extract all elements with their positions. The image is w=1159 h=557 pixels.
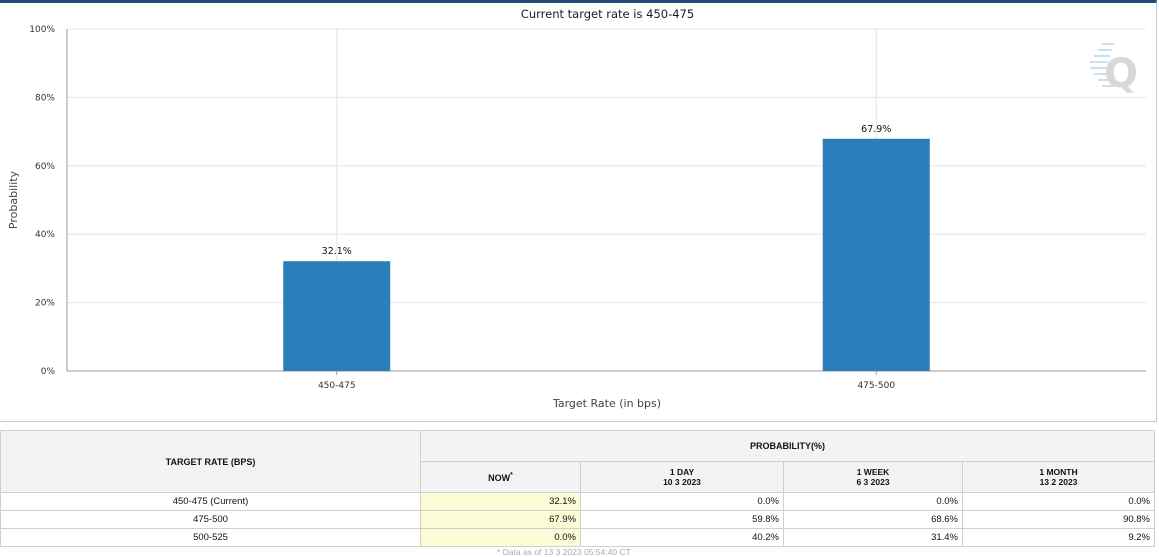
chart-title: Current target rate is 450-475 xyxy=(521,7,694,21)
y-tick-label: 20% xyxy=(35,299,55,309)
table-row: 500-525 0.0% 40.2% 31.4% 9.2% xyxy=(0,528,1155,547)
bar xyxy=(283,261,391,371)
x-axis-title: Target Rate (in bps) xyxy=(552,397,661,410)
now-footnote-marker: * xyxy=(510,472,513,479)
probability-header: PROBABILITY(%) xyxy=(420,430,1155,462)
one-week-cell: 31.4% xyxy=(783,528,963,547)
one-day-label: 1 DAY xyxy=(669,467,695,477)
now-cell: 0.0% xyxy=(420,528,581,547)
now-cell: 67.9% xyxy=(420,510,581,529)
one-month-cell: 90.8% xyxy=(962,510,1155,529)
one-day-column-header: 1 DAY 10 3 2023 xyxy=(580,461,784,493)
chart-panel: Current target rate is 450-475 0% 20% 40% 60… xyxy=(0,0,1157,422)
logo-watermark-icon: Q xyxy=(1090,43,1138,97)
one-month-date: 13 2 2023 xyxy=(1039,477,1078,487)
one-day-date: 10 3 2023 xyxy=(663,477,701,487)
logo-stripe xyxy=(1102,85,1114,87)
table-row: 475-500 67.9% 59.8% 68.6% 90.8% xyxy=(0,510,1155,529)
y-axis-title: Probability xyxy=(7,170,20,229)
x-tick-label: 450-475 xyxy=(318,381,356,391)
y-tick-label: 60% xyxy=(35,162,55,172)
logo-stripe xyxy=(1098,79,1112,81)
logo-stripe xyxy=(1094,73,1110,75)
bar-data-label: 32.1% xyxy=(322,246,352,257)
bar-chart: Current target rate is 450-475 0% 20% 40% 60… xyxy=(7,7,1146,410)
now-column-header: NOW* xyxy=(420,461,581,493)
logo-stripe xyxy=(1090,67,1108,69)
table-row: 450-475 (Current) 32.1% 0.0% 0.0% 0.0% xyxy=(0,492,1155,511)
one-week-cell: 68.6% xyxy=(783,510,963,529)
one-day-cell: 40.2% xyxy=(580,528,784,547)
one-month-column-header: 1 MONTH 13 2 2023 xyxy=(962,461,1155,493)
one-day-cell: 59.8% xyxy=(580,510,784,529)
bar-data-label: 67.9% xyxy=(861,124,891,135)
one-month-label: 1 MONTH xyxy=(1039,467,1078,477)
y-tick-label: 40% xyxy=(35,230,55,240)
x-tick-label: 475-500 xyxy=(857,381,895,391)
bar xyxy=(822,138,930,371)
probability-table-container: TARGET RATE (BPS) PROBABILITY(%) NOW* 1 … xyxy=(0,430,1157,547)
rate-cell: 450-475 (Current) xyxy=(0,492,421,511)
now-cell: 32.1% xyxy=(420,492,581,511)
one-month-cell: 0.0% xyxy=(962,492,1155,511)
target-rate-header: TARGET RATE (BPS) xyxy=(0,430,421,493)
data-timestamp-footnote: * Data as of 13 3 2023 05:54:40 CT xyxy=(497,547,631,557)
now-label: NOW xyxy=(488,473,511,483)
probability-table: TARGET RATE (BPS) PROBABILITY(%) NOW* 1 … xyxy=(0,430,1155,547)
logo-letter: Q xyxy=(1104,51,1138,97)
rate-cell: 500-525 xyxy=(0,528,421,547)
logo-stripe xyxy=(1098,49,1112,51)
rate-cell: 475-500 xyxy=(0,510,421,529)
one-week-cell: 0.0% xyxy=(783,492,963,511)
logo-stripe xyxy=(1090,61,1108,63)
logo-stripe xyxy=(1094,55,1110,57)
one-week-label: 1 WEEK xyxy=(856,467,890,477)
one-month-cell: 9.2% xyxy=(962,528,1155,547)
y-tick-label: 100% xyxy=(29,25,55,35)
one-day-cell: 0.0% xyxy=(580,492,784,511)
one-week-date: 6 3 2023 xyxy=(856,477,890,487)
one-week-column-header: 1 WEEK 6 3 2023 xyxy=(783,461,963,493)
y-tick-label: 0% xyxy=(41,367,56,377)
y-tick-label: 80% xyxy=(35,93,55,103)
logo-stripe xyxy=(1102,43,1114,45)
